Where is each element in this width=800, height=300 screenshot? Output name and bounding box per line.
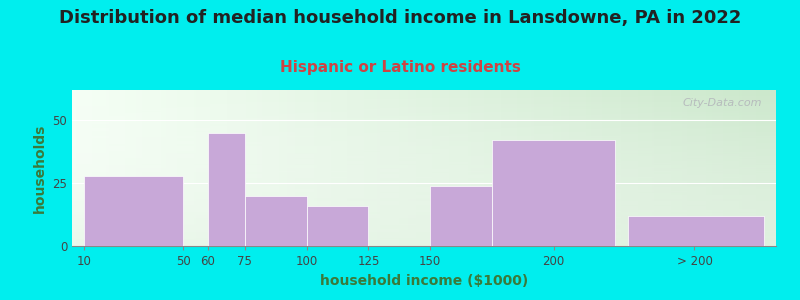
- Bar: [628, 216, 764, 246]
- Bar: [492, 140, 615, 246]
- Text: Hispanic or Latino residents: Hispanic or Latino residents: [279, 60, 521, 75]
- Bar: [430, 186, 492, 246]
- Bar: [306, 206, 369, 246]
- Bar: [245, 196, 306, 246]
- Bar: [208, 133, 245, 246]
- Bar: [84, 176, 183, 246]
- Text: Distribution of median household income in Lansdowne, PA in 2022: Distribution of median household income …: [59, 9, 741, 27]
- X-axis label: household income ($1000): household income ($1000): [320, 274, 528, 288]
- Y-axis label: households: households: [33, 123, 46, 213]
- Text: City-Data.com: City-Data.com: [682, 98, 762, 108]
